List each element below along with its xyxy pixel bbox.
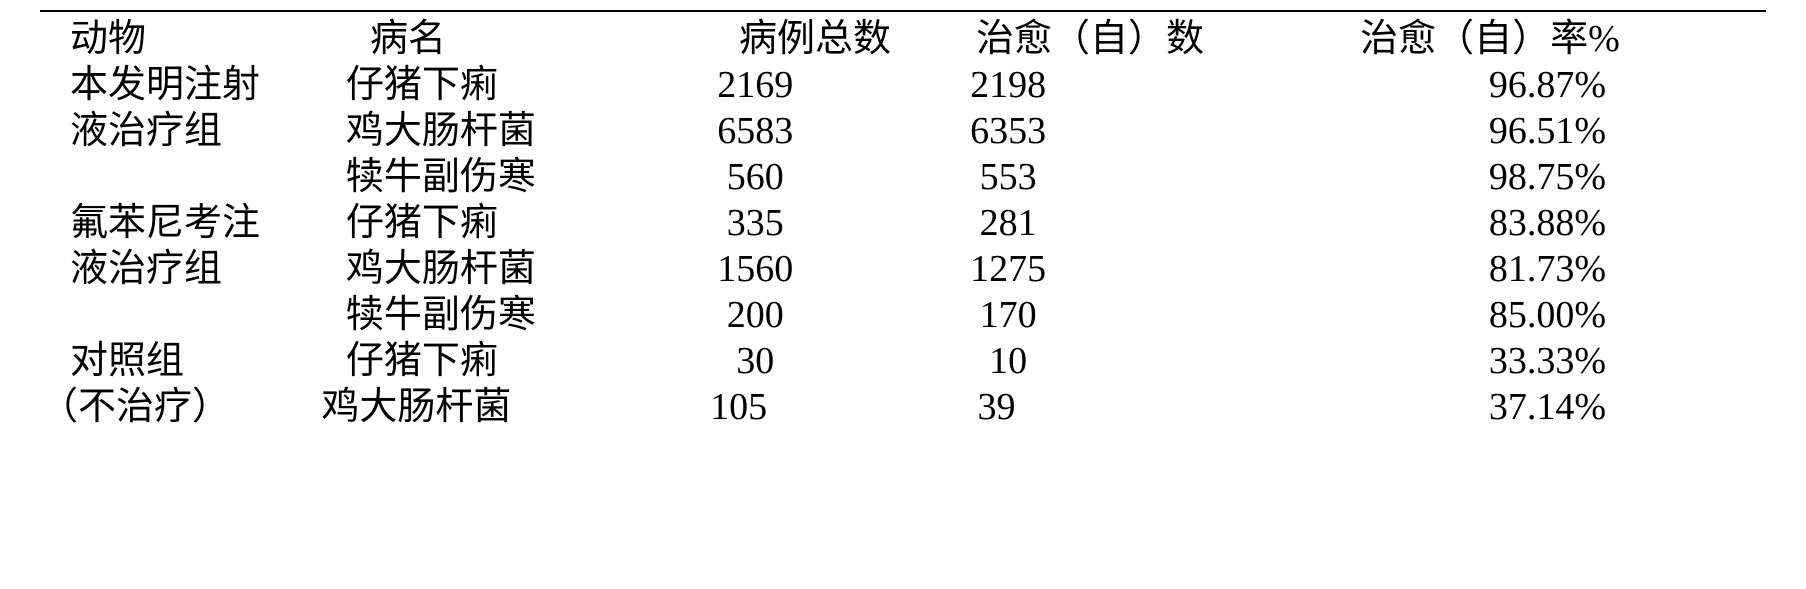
table-container: 动物 病名 病例总数 治愈（自）数 治愈（自）率% 本发明注射 仔猪下痢 216…: [0, 0, 1806, 464]
cell-total: 200: [640, 296, 870, 334]
cell-total: 560: [640, 158, 870, 196]
cell-rate: 83.88%: [1146, 204, 1766, 242]
cell-group: 对照组: [40, 342, 346, 380]
top-rule: [40, 10, 1766, 12]
cell-rate: 96.51%: [1146, 112, 1766, 150]
cell-total: 105: [621, 388, 855, 426]
cell-total: 335: [640, 204, 870, 242]
table-row: 液治疗组 鸡大肠杆菌 6583 6353 96.51%: [40, 112, 1766, 150]
cell-disease: 鸡大肠杆菌: [346, 250, 640, 288]
table-row: 氟苯尼考注 仔猪下痢 335 281 83.88%: [40, 204, 1766, 242]
cell-cured: 553: [870, 158, 1146, 196]
col-header-total: 病例总数: [690, 20, 940, 58]
cell-rate: 33.33%: [1146, 342, 1766, 380]
table-row: 对照组 仔猪下痢 30 10 33.33%: [40, 342, 1766, 380]
cell-disease: 鸡大肠杆菌: [321, 388, 621, 426]
cell-rate: 37.14%: [1137, 388, 1766, 426]
table-row: （不治疗） 鸡大肠杆菌 105 39 37.14%: [40, 388, 1766, 426]
cell-total: 30: [640, 342, 870, 380]
cell-disease: 仔猪下痢: [346, 204, 640, 242]
col-header-cured: 治愈（自）数: [940, 20, 1240, 58]
table-row: 犊牛副伤寒 200 170 85.00%: [40, 296, 1766, 334]
col-header-disease: 病名: [370, 20, 690, 58]
cell-cured: 2198: [870, 66, 1146, 104]
cell-group: 液治疗组: [40, 250, 346, 288]
cell-disease: 犊牛副伤寒: [346, 296, 640, 334]
cell-disease: 仔猪下痢: [346, 66, 640, 104]
cell-group: 本发明注射: [40, 66, 346, 104]
col-header-rate: 治愈（自）率%: [1240, 20, 1740, 58]
cell-disease: 鸡大肠杆菌: [346, 112, 640, 150]
cell-group: 液治疗组: [40, 112, 346, 150]
cell-rate: 85.00%: [1146, 296, 1766, 334]
cell-rate: 98.75%: [1146, 158, 1766, 196]
table-row: 液治疗组 鸡大肠杆菌 1560 1275 81.73%: [40, 250, 1766, 288]
cell-cured: 6353: [870, 112, 1146, 150]
cell-group: 氟苯尼考注: [40, 204, 346, 242]
cell-total: 6583: [640, 112, 870, 150]
cell-cured: 281: [870, 204, 1146, 242]
cell-rate: 81.73%: [1146, 250, 1766, 288]
cell-group: （不治疗）: [40, 388, 321, 426]
col-header-animal: 动物: [40, 20, 370, 58]
table-row: 本发明注射 仔猪下痢 2169 2198 96.87%: [40, 66, 1766, 104]
cell-disease: 仔猪下痢: [346, 342, 640, 380]
cell-total: 1560: [640, 250, 870, 288]
cell-cured: 1275: [870, 250, 1146, 288]
cell-cured: 10: [870, 342, 1146, 380]
cell-total: 2169: [640, 66, 870, 104]
cell-cured: 39: [856, 388, 1137, 426]
cell-disease: 犊牛副伤寒: [346, 158, 640, 196]
table-header-row: 动物 病名 病例总数 治愈（自）数 治愈（自）率%: [40, 20, 1766, 58]
table-row: 犊牛副伤寒 560 553 98.75%: [40, 158, 1766, 196]
cell-rate: 96.87%: [1146, 66, 1766, 104]
cell-cured: 170: [870, 296, 1146, 334]
